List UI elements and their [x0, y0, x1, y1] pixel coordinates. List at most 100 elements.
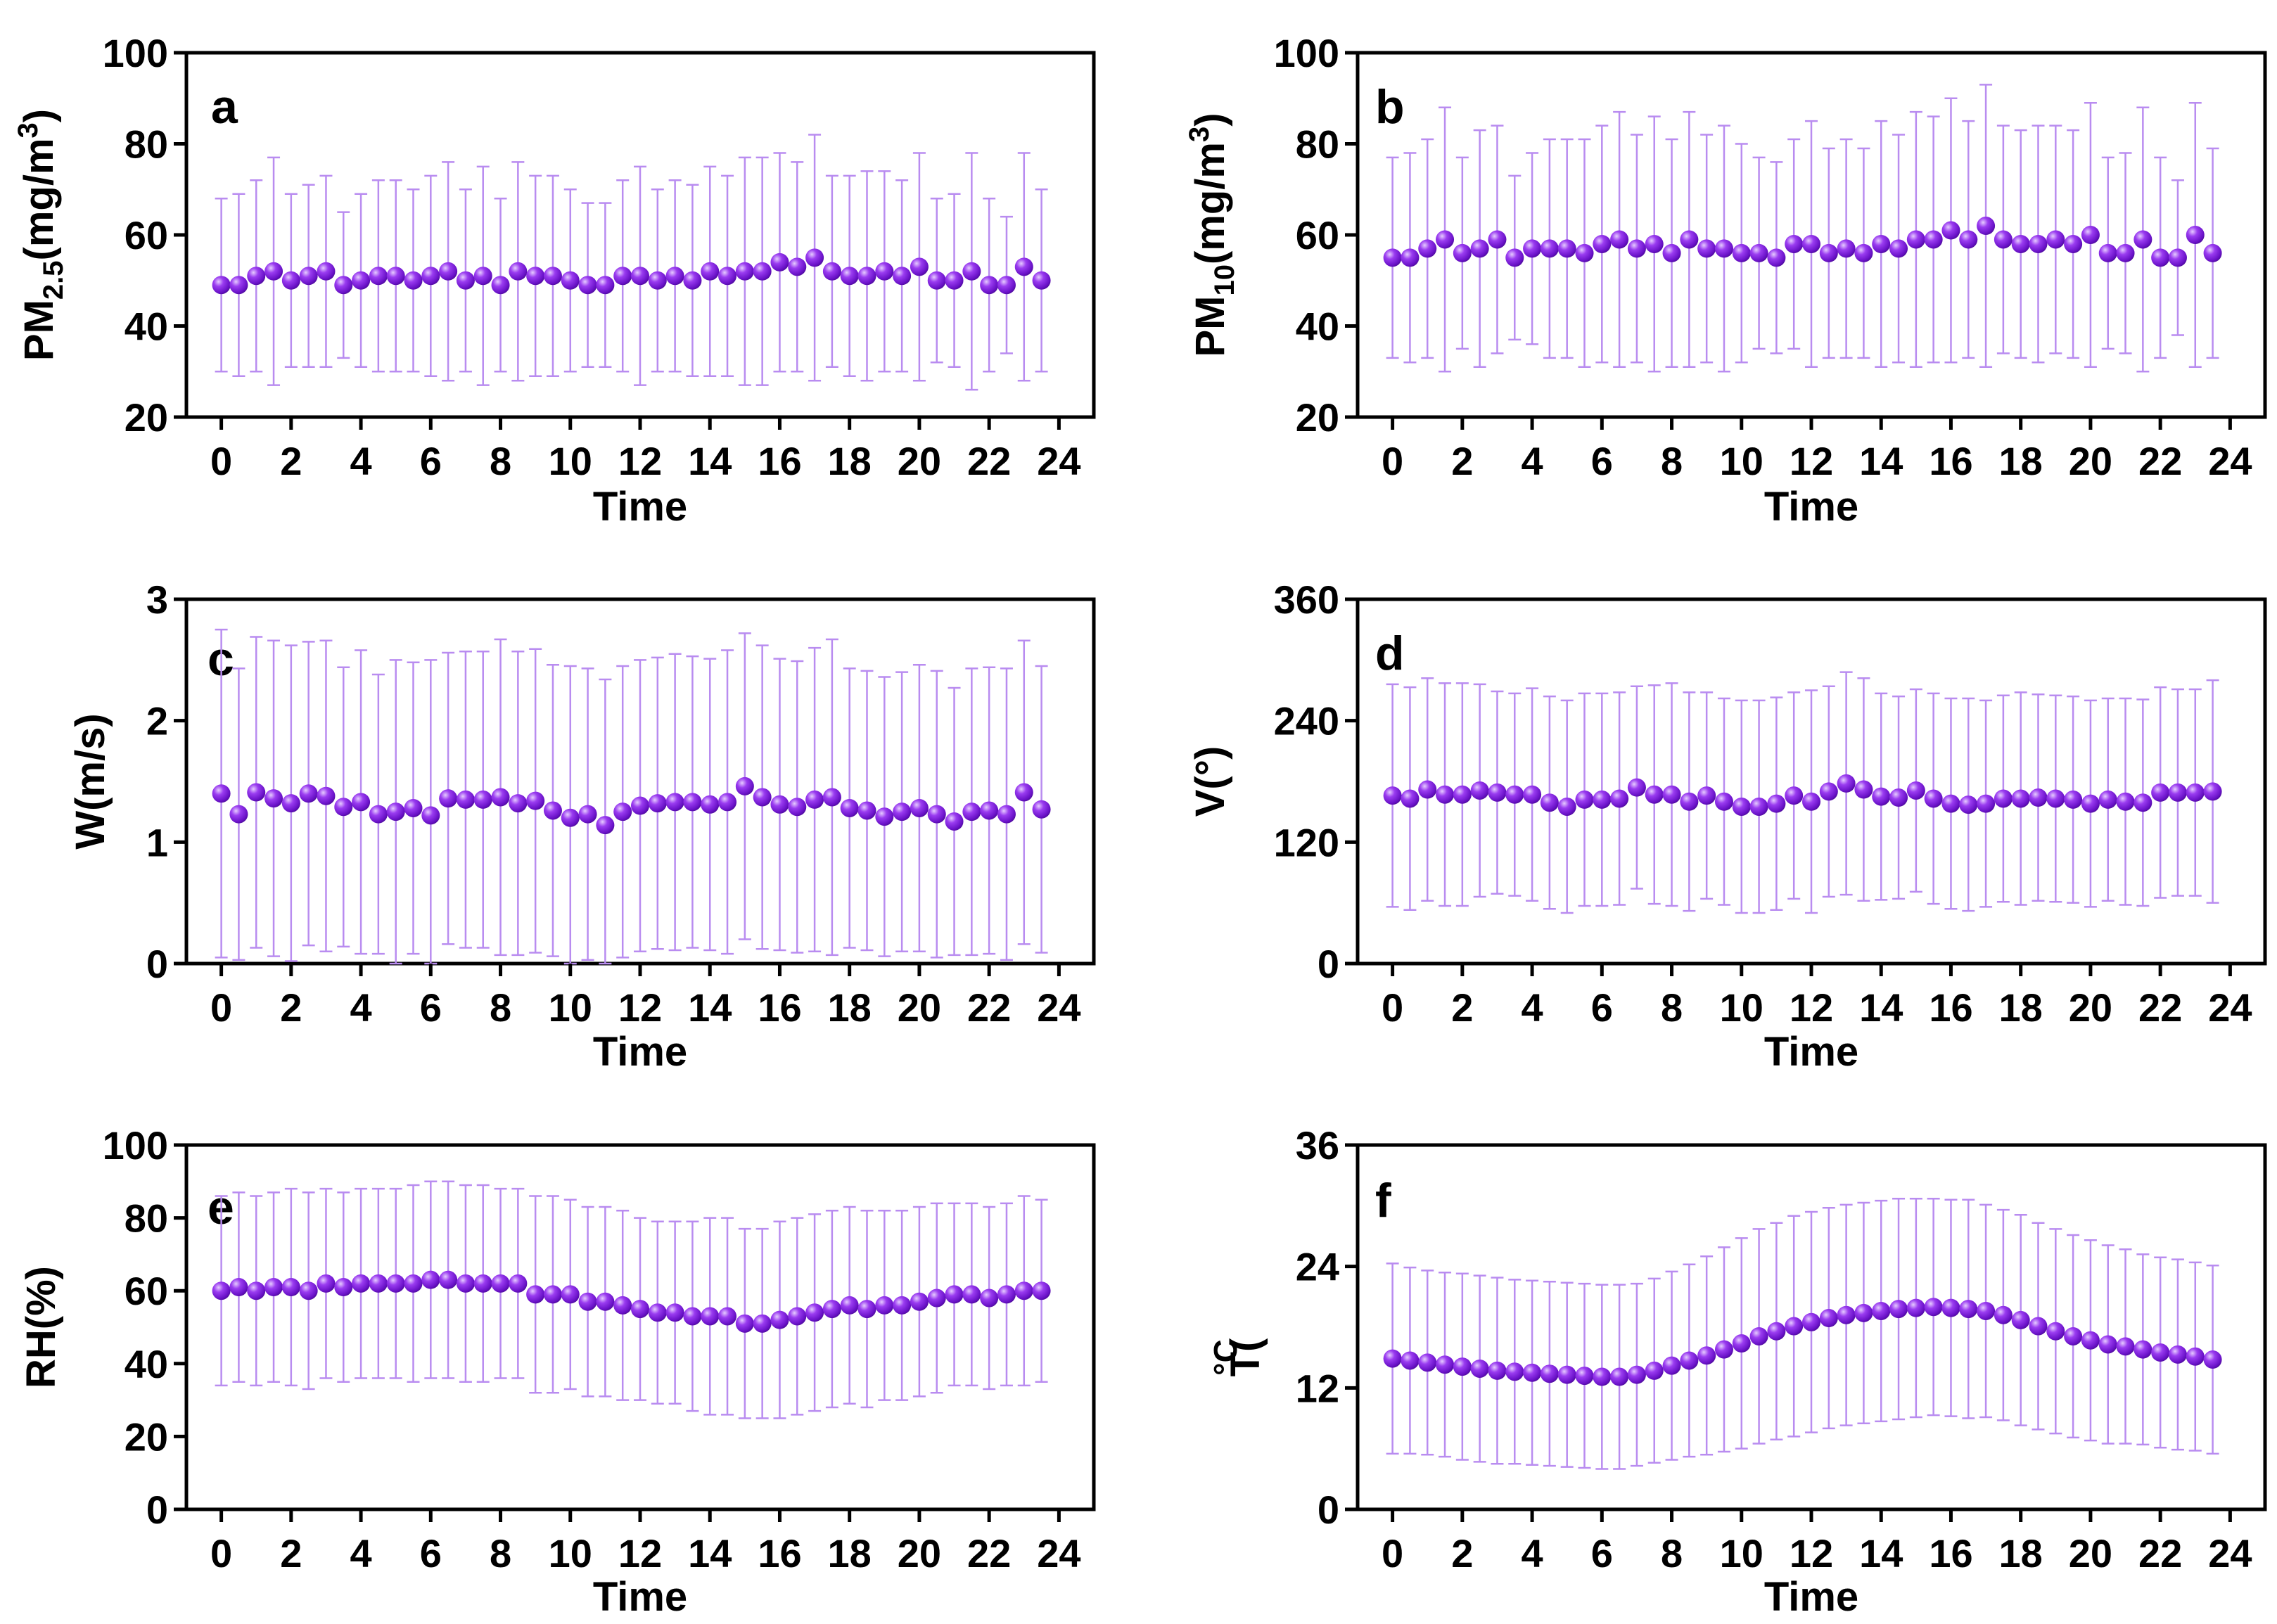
x-tick-label: 22 [967, 985, 1011, 1030]
data-point [665, 267, 684, 286]
data-point [281, 271, 300, 290]
data-point [927, 1289, 946, 1307]
data-point [1593, 1367, 1612, 1386]
data-point [1924, 230, 1943, 249]
y-tick-label: 0 [146, 1488, 168, 1532]
x-tick-label: 18 [828, 439, 872, 483]
data-point [735, 776, 754, 795]
data-point [1032, 800, 1051, 819]
data-point [1453, 243, 1472, 262]
data-point [2116, 1337, 2135, 1356]
data-point [1593, 234, 1612, 253]
data-point [386, 267, 405, 286]
y-tick-label: 80 [125, 122, 168, 167]
data-point [718, 1307, 737, 1326]
data-point [840, 798, 859, 817]
x-tick-label: 4 [1521, 985, 1543, 1030]
data-point [334, 276, 353, 295]
y-tick-label: 3 [146, 577, 168, 622]
data-point [473, 1274, 492, 1293]
data-point [264, 262, 283, 281]
y-title-subscript: 2.5 [38, 260, 69, 300]
data-point [1014, 783, 1033, 802]
data-point [1470, 239, 1489, 258]
data-point [352, 793, 371, 812]
data-point [997, 1285, 1016, 1304]
data-point [665, 1303, 684, 1322]
y-tick-label: 240 [1274, 699, 1339, 743]
x-tick-label: 6 [1591, 1531, 1613, 1575]
data-point [1802, 234, 1820, 253]
x-tick-label: 18 [1999, 985, 2043, 1030]
x-tick-label: 0 [1382, 985, 1403, 1030]
y-tick-label: 60 [125, 213, 168, 257]
data-point [439, 1270, 458, 1289]
data-point [1749, 797, 1768, 816]
x-tick-label: 14 [1859, 439, 1903, 483]
data-point [1418, 780, 1437, 799]
data-point [1924, 789, 1943, 808]
data-point [1418, 239, 1437, 258]
data-point [212, 276, 231, 295]
data-point [1697, 1346, 1716, 1365]
y-ticks: 20 40 60 80 100 [103, 31, 186, 440]
data-point [770, 252, 789, 271]
x-tick-label: 24 [1037, 985, 1080, 1030]
x-tick-label: 14 [688, 439, 732, 483]
y-ticks: 0 120 240 360 [1274, 577, 1358, 986]
y-title-unit: °C [1207, 1339, 1244, 1376]
data-point [648, 271, 667, 290]
y-title-main: PM [16, 300, 62, 361]
data-point [421, 806, 440, 825]
data-point [1470, 1359, 1489, 1378]
data-point [1749, 243, 1768, 262]
data-point [1994, 230, 2013, 249]
data-point [229, 805, 248, 824]
data-points [1383, 217, 2222, 267]
data-point [1732, 1334, 1751, 1353]
data-point [1837, 774, 1856, 793]
data-point [2029, 788, 2048, 807]
data-point [317, 1274, 336, 1293]
data-point [439, 262, 458, 281]
data-point [822, 1300, 841, 1319]
data-point [2134, 230, 2152, 249]
x-tick-label: 2 [280, 439, 302, 483]
data-point [247, 267, 266, 286]
data-point [421, 1270, 440, 1289]
x-ticks: 0 2 4 6 8 10 12 14 16 18 20 22 24 [210, 1509, 1081, 1575]
data-point [1994, 789, 2013, 808]
y-axis-title: RH(%) [18, 1266, 64, 1388]
data-point [2203, 782, 2222, 801]
x-tick-label: 8 [1661, 439, 1683, 483]
data-point [1819, 782, 1838, 801]
x-tick-label: 4 [1521, 1531, 1543, 1575]
data-point [404, 271, 423, 290]
data-point [945, 812, 964, 831]
data-point [753, 262, 772, 281]
y-title-main: T( [1223, 1338, 1268, 1376]
data-point [631, 267, 649, 286]
data-point [473, 267, 492, 286]
y-tick-label: 12 [1296, 1366, 1339, 1410]
data-point [369, 805, 388, 824]
data-point [1732, 243, 1751, 262]
x-ticks: 0 2 4 6 8 10 12 14 16 18 20 22 24 [210, 964, 1081, 1030]
data-point [1959, 795, 1978, 814]
data-point [543, 1285, 562, 1304]
data-point [857, 801, 876, 820]
data-point [491, 1274, 510, 1293]
x-tick-label: 14 [688, 985, 732, 1030]
data-point [1401, 248, 1420, 267]
x-axis-title: Time [593, 1574, 687, 1620]
data-point [299, 267, 318, 286]
x-tick-label: 6 [420, 985, 442, 1030]
data-point [1540, 239, 1559, 258]
data-point [1802, 1312, 1820, 1331]
data-point [2011, 1310, 2030, 1329]
y-axis-title: PM2.5(mg/m3) [13, 109, 69, 361]
data-points [1383, 774, 2222, 816]
data-point [805, 248, 824, 267]
x-tick-label: 14 [688, 1531, 732, 1575]
